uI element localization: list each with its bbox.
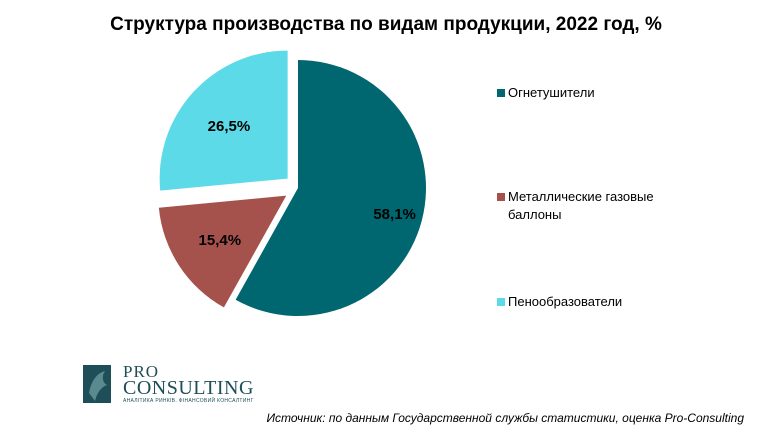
legend-label: Огнетушители — [508, 85, 595, 100]
data-label-gas-cylinders: 15,4% — [199, 232, 242, 249]
legend-item-gas-cylinders: Металлические газовые баллоны — [497, 188, 683, 224]
legend-swatch — [497, 298, 505, 306]
logo-tagline: АНАЛІТИКА РИНКІВ. ФІНАНСОВИЙ КОНСАЛТИНГ — [123, 398, 254, 404]
pie-slice-fire-extinguishers — [235, 60, 426, 316]
chart-title: Структура производства по видам продукци… — [110, 14, 662, 35]
logo-text-consulting: CONSULTING — [123, 377, 254, 399]
pro-consulting-logo — [83, 365, 111, 403]
pie-slice-foam-agents — [159, 50, 288, 191]
legend-label: Пенообразователи — [508, 294, 623, 309]
legend-item-foam-agents: Пенообразователи — [497, 293, 683, 311]
source-note: Источник: по данным Государственной служ… — [266, 411, 744, 425]
data-label-foam-agents: 26,5% — [208, 118, 251, 135]
horse-icon — [89, 371, 107, 401]
legend-item-fire-extinguishers: Огнетушители — [497, 84, 683, 102]
data-label-fire-extinguishers: 58,1% — [373, 206, 416, 223]
legend-swatch — [497, 193, 505, 201]
legend-swatch — [497, 89, 505, 97]
logo-text-pro: PRO — [123, 362, 160, 381]
legend-label: Металлические газовые баллоны — [508, 189, 654, 222]
pie-slice-gas-cylinders — [158, 195, 287, 308]
